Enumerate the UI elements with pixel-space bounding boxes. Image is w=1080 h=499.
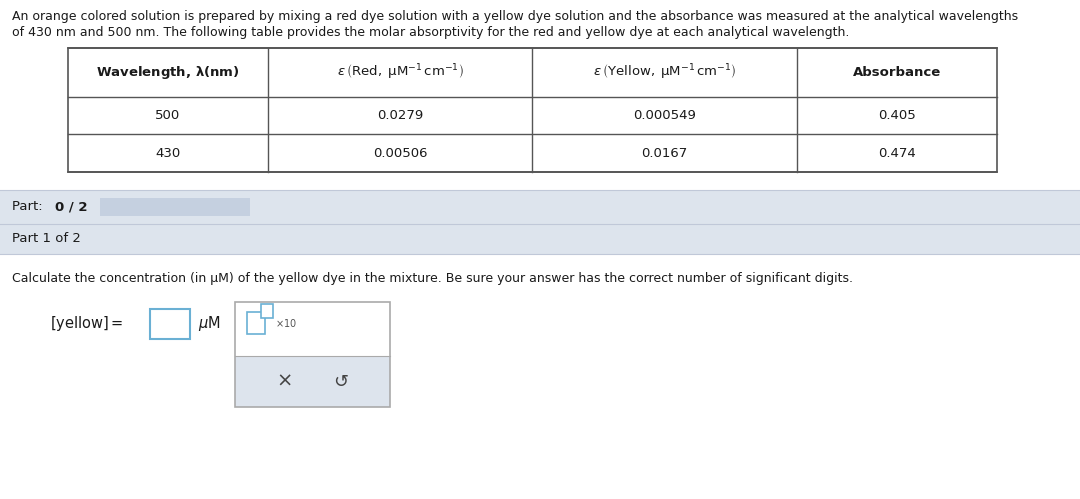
Text: $\varepsilon\,\left(\mathrm{Yellow,\;\mu M^{-1}\,cm^{-1}}\right)$: $\varepsilon\,\left(\mathrm{Yellow,\;\mu… (593, 63, 737, 82)
Text: 500: 500 (156, 109, 180, 122)
Text: 0.0167: 0.0167 (642, 147, 688, 160)
Text: 0.474: 0.474 (878, 147, 916, 160)
Text: 0.405: 0.405 (878, 109, 916, 122)
Bar (150, 309, 190, 339)
Bar (68, 48, 997, 172)
Bar (247, 312, 265, 334)
Text: ↺: ↺ (333, 373, 348, 391)
Text: of 430 nm and 500 nm. The following table provides the molar absorptivity for th: of 430 nm and 500 nm. The following tabl… (12, 26, 849, 39)
Text: $\left[\mathrm{yellow}\right] =$: $\left[\mathrm{yellow}\right] =$ (50, 314, 123, 333)
Text: Wavelength, $\mathbf{\lambda}$(nm): Wavelength, $\mathbf{\lambda}$(nm) (96, 64, 240, 81)
Text: Calculate the concentration (in μM) of the yellow dye in the mixture. Be sure yo: Calculate the concentration (in μM) of t… (12, 272, 853, 285)
Bar (235, 302, 390, 356)
Text: Absorbance: Absorbance (853, 66, 941, 79)
Text: ×: × (276, 372, 293, 391)
Bar (0, 190, 1080, 224)
Bar (0, 224, 1080, 254)
Bar (235, 356, 390, 407)
Text: 0 / 2: 0 / 2 (55, 200, 87, 213)
Text: Part:: Part: (12, 200, 46, 213)
Text: Part 1 of 2: Part 1 of 2 (12, 232, 81, 245)
Text: 0.0279: 0.0279 (377, 109, 423, 122)
Text: 0.00506: 0.00506 (373, 147, 428, 160)
Text: 430: 430 (156, 147, 180, 160)
Text: An orange colored solution is prepared by mixing a red dye solution with a yello: An orange colored solution is prepared b… (12, 10, 1018, 23)
Bar (261, 304, 273, 318)
Bar (100, 198, 249, 216)
Bar (0, 254, 1080, 499)
Text: $\varepsilon\,\left(\mathrm{Red,\;\mu M^{-1}\,cm^{-1}}\right)$: $\varepsilon\,\left(\mathrm{Red,\;\mu M^… (337, 63, 463, 82)
Text: 0.000549: 0.000549 (633, 109, 697, 122)
Text: $\times$10: $\times$10 (275, 317, 297, 329)
Bar (235, 302, 390, 407)
Text: $\mu$M: $\mu$M (198, 314, 220, 333)
